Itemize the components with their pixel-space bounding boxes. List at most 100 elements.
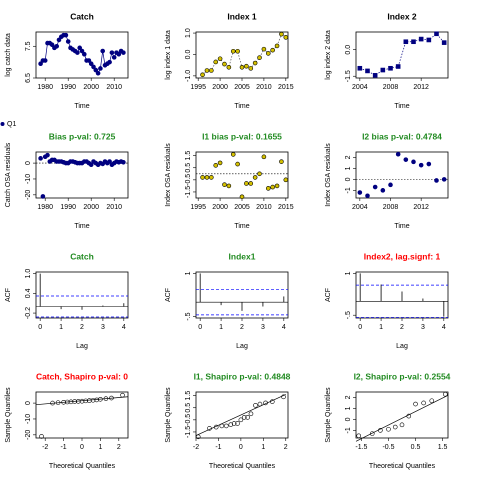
data-point [42, 58, 48, 63]
plot-frame [35, 151, 129, 199]
data-point [238, 417, 244, 423]
data-point [209, 68, 214, 73]
x-axis-label: Time [234, 223, 249, 230]
data-point [372, 184, 378, 190]
series-line [359, 33, 445, 76]
y-tick-label: 0.5 [185, 163, 192, 173]
data-point [392, 424, 398, 430]
y-tick-label: 7.5 [25, 41, 32, 51]
x-tick-label: 3 [421, 324, 425, 331]
x-tick-label: 3 [101, 324, 105, 331]
data-point [241, 415, 247, 420]
panel-title: Index1 [229, 251, 256, 261]
x-tick-label: 2012 [413, 84, 429, 91]
data-point [395, 64, 401, 69]
panel-title: Bias p-val: 0.725 [49, 131, 116, 141]
x-tick-label: 1 [261, 444, 265, 451]
y-tick-label: 1.0 [185, 28, 192, 38]
data-point [265, 186, 271, 191]
x-tick-label: 2 [80, 324, 84, 331]
data-point [213, 163, 219, 168]
data-point [93, 67, 99, 73]
x-tick-label: 1980 [37, 204, 53, 211]
y-axis-label: log catch data [5, 33, 12, 77]
data-point [54, 43, 60, 49]
y-tick-label: 1 [345, 271, 352, 275]
data-point [257, 55, 262, 60]
data-point [261, 154, 267, 160]
data-point [109, 395, 114, 401]
data-point [441, 40, 447, 45]
x-tick-label: 2012 [413, 204, 429, 211]
data-point [252, 60, 258, 66]
y-tick-label: 0 [345, 177, 352, 181]
x-tick-label: 2004 [352, 84, 368, 91]
data-point [86, 58, 92, 63]
x-axis-label: Time [74, 223, 89, 230]
y-axis-label: Sample Quantiles [165, 387, 172, 443]
data-point [38, 156, 43, 161]
y-tick-label: 1 [185, 271, 192, 275]
plot-frame [195, 151, 289, 199]
plot-frame [195, 271, 289, 319]
data-point [90, 397, 96, 403]
data-point [217, 160, 223, 166]
panel-title: I1 bias p-val: 0.1655 [202, 131, 282, 141]
data-point [107, 159, 112, 164]
data-point [82, 51, 87, 57]
x-tick-label: 0 [38, 324, 42, 331]
data-point [279, 31, 284, 37]
x-tick-label: 2010 [256, 204, 272, 211]
plot-frame [355, 151, 449, 199]
data-point [226, 183, 232, 189]
x-axis-label: Lag [76, 343, 88, 350]
y-tick-label: -10 [25, 174, 32, 184]
data-point [91, 64, 96, 70]
y-tick-label: -1.0 [185, 70, 192, 82]
x-tick-label: 2008 [383, 204, 399, 211]
x-tick-label: 1 [59, 324, 63, 331]
data-point [235, 48, 240, 54]
data-point [257, 171, 262, 177]
y-tick-label: -20 [25, 190, 32, 200]
x-tick-label: 2000 [212, 84, 228, 91]
y-axis-label: log index 1 data [165, 30, 172, 80]
x-tick-label: 0.5 [411, 444, 421, 451]
x-tick-label: 2005 [234, 204, 250, 211]
data-point [248, 66, 254, 71]
data-point [413, 401, 418, 407]
plot-frame [35, 271, 129, 319]
data-point [378, 428, 383, 433]
panel-title: Catch [70, 11, 94, 21]
data-point [406, 413, 412, 419]
data-point [40, 194, 46, 199]
data-point [38, 61, 43, 67]
data-point [253, 403, 258, 408]
data-point [56, 37, 62, 43]
data-point [388, 182, 393, 188]
y-axis-label: Sample Quantiles [325, 387, 332, 443]
x-tick-label: 2 [117, 444, 121, 451]
qq-line [195, 394, 286, 436]
plot-frame [35, 31, 129, 79]
x-tick-label: 2010 [106, 84, 122, 91]
data-point [213, 59, 219, 65]
data-point [357, 65, 363, 71]
data-point [248, 411, 254, 417]
x-tick-label: 1 [219, 324, 223, 331]
data-point [72, 399, 77, 404]
plot-frame [195, 391, 289, 439]
panel-title: I2 bias p-val: 0.4784 [362, 131, 442, 141]
x-tick-label: 1.5 [438, 444, 448, 451]
data-point [261, 46, 267, 52]
data-point [245, 415, 250, 420]
y-tick-label: -1 [345, 187, 352, 193]
y-tick-label: 2 [345, 395, 352, 399]
y-tick-label: 0 [345, 417, 352, 421]
y-tick-label: -0.5 [185, 414, 192, 426]
legend-label: Q1 [7, 121, 16, 128]
data-point [281, 394, 286, 400]
y-tick-label: 0 [25, 161, 32, 165]
data-point [235, 161, 240, 167]
